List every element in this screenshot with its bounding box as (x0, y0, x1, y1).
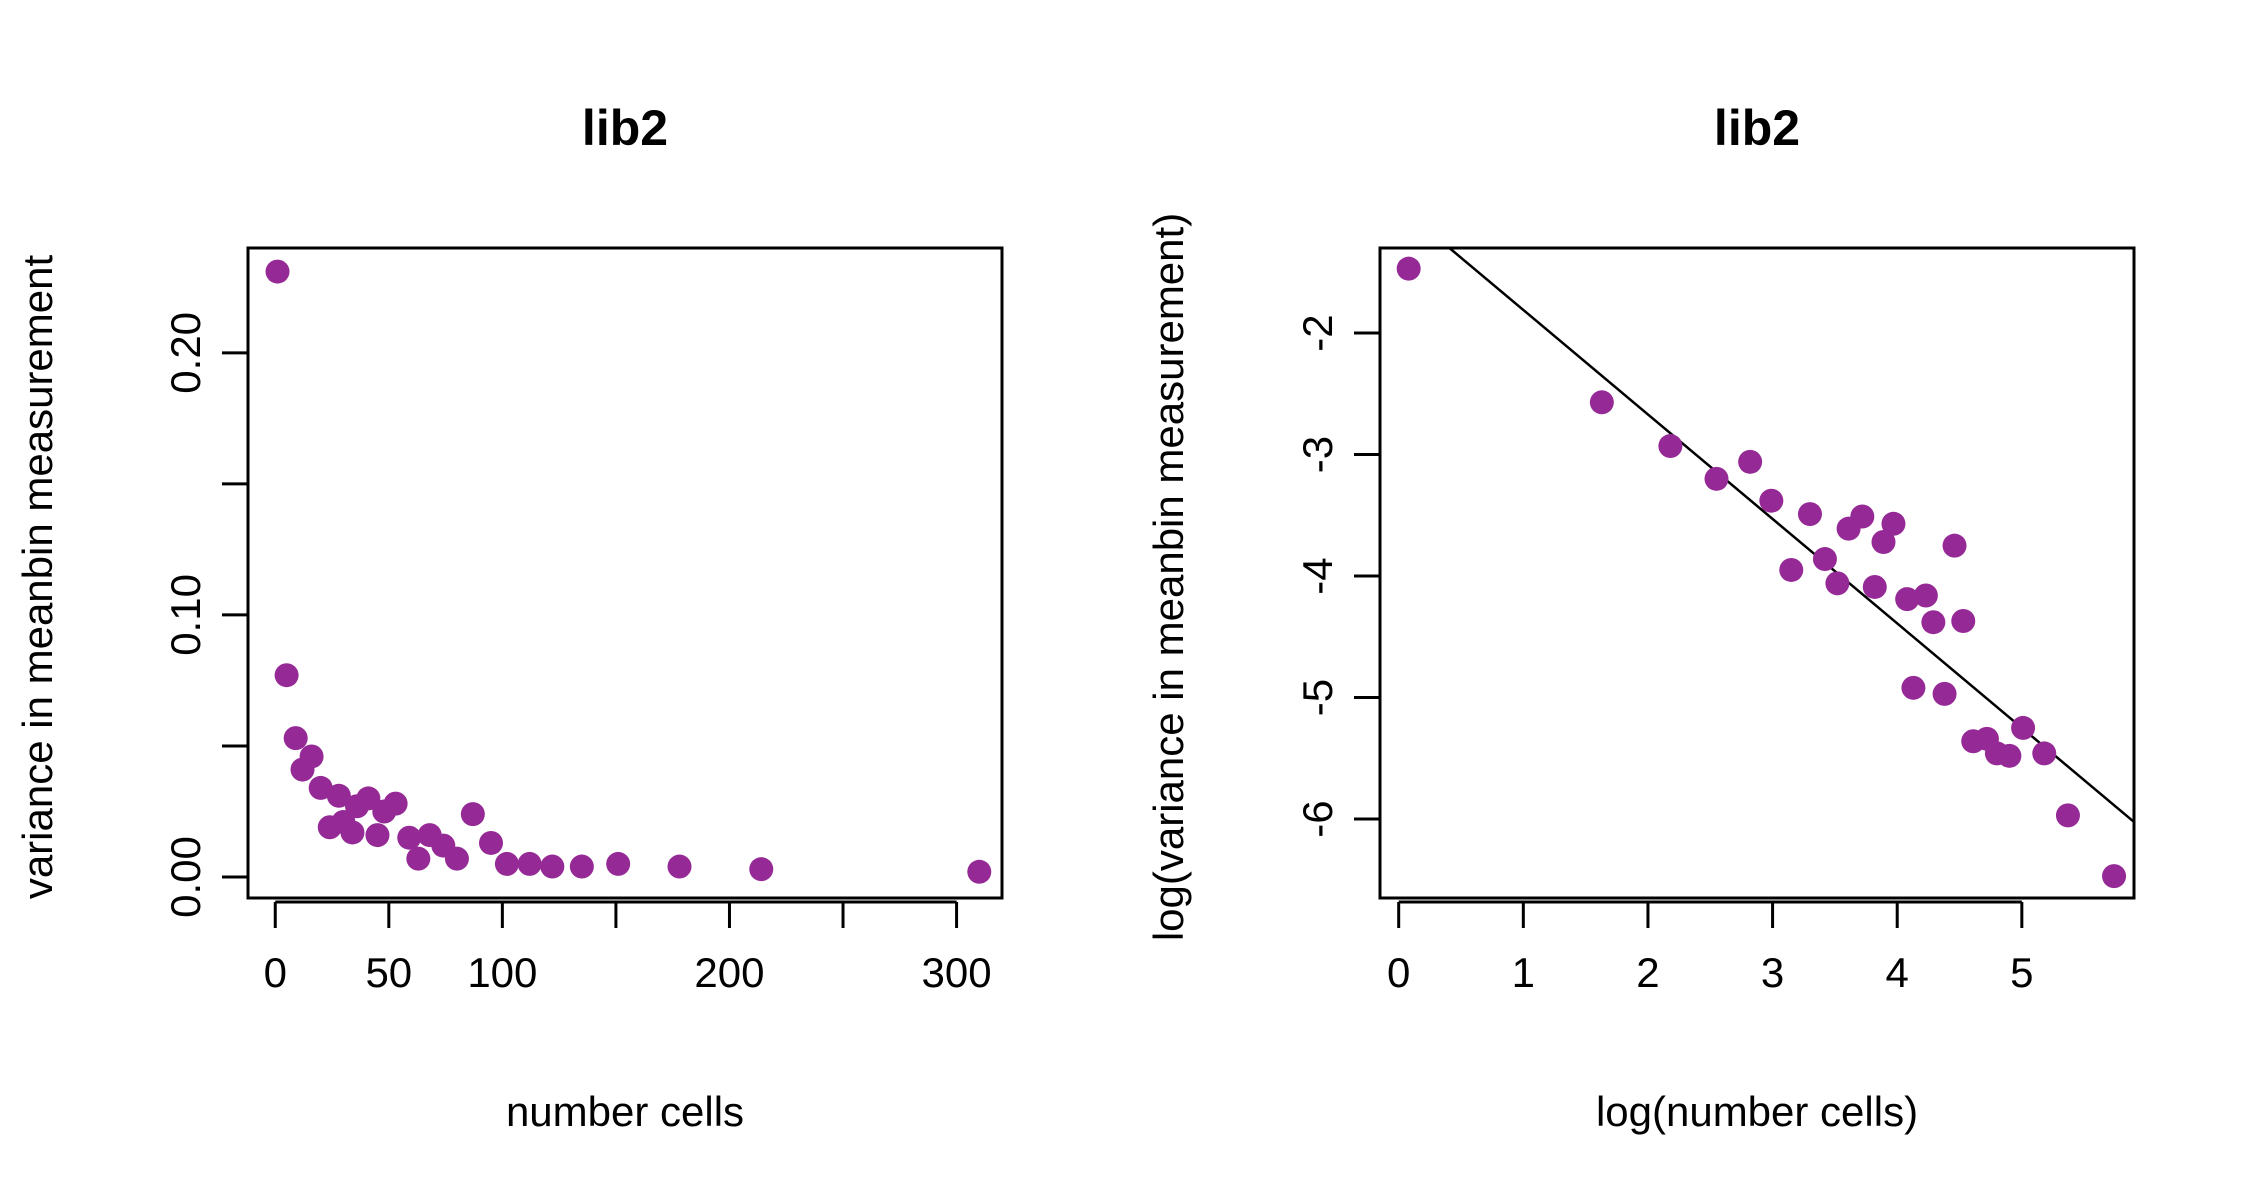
right-panel: lib2 log(number cells) log(variance in m… (1145, 100, 2136, 1135)
data-point (1951, 608, 1976, 633)
right-x-tick-label: 3 (1761, 949, 1784, 996)
right-x-tick-label: 0 (1387, 949, 1410, 996)
data-point (299, 744, 324, 769)
data-point (365, 823, 390, 848)
right-y-tick-label: -3 (1294, 436, 1341, 473)
left-y-axis-label: variance in meanbin measurement (14, 255, 61, 900)
data-point (383, 791, 408, 816)
right-x-tick-label: 5 (2010, 949, 2033, 996)
right-x-axis: 0 1 2 3 4 5 (1387, 900, 2034, 996)
data-point (308, 775, 333, 800)
right-chart-title: lib2 (1714, 100, 1800, 156)
data-point (479, 830, 504, 855)
left-x-tick-label: 200 (694, 949, 764, 996)
left-x-tick-label: 300 (922, 949, 992, 996)
data-point (1901, 675, 1926, 700)
data-point (2032, 741, 2057, 766)
data-point (1850, 504, 1875, 529)
data-point (1862, 574, 1887, 599)
data-point (340, 820, 365, 845)
data-point (2102, 864, 2127, 889)
data-point (406, 846, 431, 871)
data-point (397, 825, 422, 850)
data-point (667, 854, 692, 879)
right-y-tick-label: -2 (1294, 314, 1341, 351)
data-point (1704, 466, 1729, 491)
data-point (326, 783, 351, 808)
data-point (1396, 256, 1421, 281)
data-point (1895, 587, 1920, 612)
right-x-tick-label: 1 (1512, 949, 1535, 996)
data-point (274, 663, 299, 688)
data-point (967, 859, 992, 884)
left-data-points (265, 259, 992, 884)
left-x-axis: 0 50 100 200 300 (264, 900, 992, 996)
data-point (517, 851, 542, 876)
data-point (1881, 511, 1906, 536)
left-x-tick-label: 50 (365, 949, 412, 996)
data-point (460, 802, 485, 827)
left-x-tick-label: 100 (467, 949, 537, 996)
data-point (540, 854, 565, 879)
right-data-points (1396, 256, 2127, 889)
left-y-axis: 0.00 0.10 0.20 (162, 312, 250, 918)
data-point (494, 851, 519, 876)
data-point (1797, 502, 1822, 527)
left-x-tick-label: 0 (264, 949, 287, 996)
data-point (283, 726, 308, 751)
data-point (1825, 571, 1850, 596)
data-point (1658, 434, 1683, 459)
right-y-tick-label: -4 (1294, 557, 1341, 594)
data-point (1779, 557, 1804, 582)
data-point (1997, 743, 2022, 768)
left-x-axis-label: number cells (506, 1088, 744, 1135)
left-y-tick-label: 0.20 (162, 312, 209, 394)
right-y-tick-label: -6 (1294, 800, 1341, 837)
left-chart-title: lib2 (582, 100, 668, 156)
data-point (1921, 610, 1946, 635)
left-panel: lib2 number cells variance in meanbin me… (14, 100, 1004, 1135)
right-x-axis-label: log(number cells) (1596, 1088, 1918, 1135)
right-x-tick-label: 4 (1886, 949, 1909, 996)
right-x-tick-label: 2 (1636, 949, 1659, 996)
data-point (606, 851, 631, 876)
data-point (1738, 449, 1763, 474)
left-y-tick-label: 0.10 (162, 574, 209, 656)
data-point (569, 854, 594, 879)
data-point (1759, 488, 1784, 513)
data-point (2011, 715, 2036, 740)
data-point (1812, 547, 1837, 572)
data-point (1932, 681, 1957, 706)
data-point (356, 786, 381, 811)
right-plot-frame (1378, 246, 2136, 900)
right-y-tick-label: -5 (1294, 679, 1341, 716)
data-point (265, 259, 290, 284)
data-point (749, 857, 774, 882)
right-y-axis-label: log(variance in meanbin measurement) (1145, 213, 1192, 941)
left-y-tick-label: 0.00 (162, 836, 209, 918)
data-point (1913, 583, 1938, 608)
data-point (1871, 530, 1896, 555)
data-point (2055, 803, 2080, 828)
right-y-axis: -6 -5 -4 -3 -2 (1294, 314, 1382, 838)
data-point (444, 846, 469, 871)
data-point (1942, 533, 1967, 558)
data-point (1589, 390, 1614, 415)
